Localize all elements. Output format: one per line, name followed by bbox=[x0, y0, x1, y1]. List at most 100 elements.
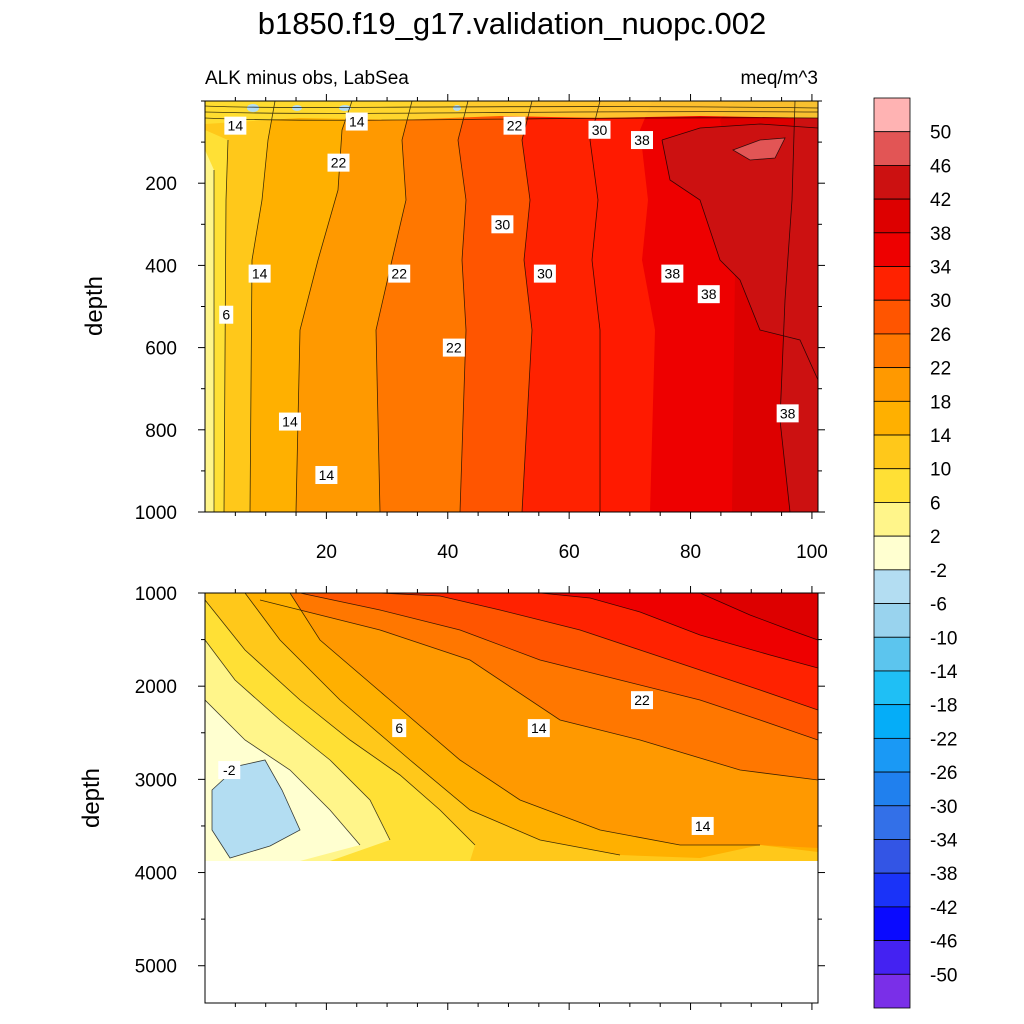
colorbar: 50 46 42 38 34 30 26 22 18 14 10 6 2 -2 -6 -10 -14 -18 -22… bbox=[873, 97, 958, 1009]
colorbar-label: 26 bbox=[930, 325, 951, 346]
colorbar-swatch bbox=[873, 165, 911, 200]
colorbar-swatch bbox=[873, 940, 911, 975]
contour-label-text: 22 bbox=[507, 118, 523, 134]
colorbar-swatch bbox=[873, 468, 911, 503]
lower-plot-frame bbox=[204, 592, 819, 1004]
colorbar-label: 42 bbox=[930, 190, 951, 211]
colorbar-swatch bbox=[873, 232, 911, 267]
x-tick-label: 100 bbox=[796, 542, 828, 563]
contour-label: 22 bbox=[327, 153, 350, 172]
colorbar-label: 6 bbox=[930, 493, 941, 514]
colorbar-swatch bbox=[873, 636, 911, 672]
contour-label: 38 bbox=[630, 131, 653, 150]
colorbar-label: -42 bbox=[930, 898, 957, 919]
contour-label-bg bbox=[345, 112, 368, 131]
contour-label: 6 bbox=[219, 305, 234, 324]
colorbar-swatch bbox=[873, 434, 911, 470]
colorbar-label: 34 bbox=[930, 258, 952, 279]
contour-label-text: 38 bbox=[634, 132, 650, 148]
contour-label-bg bbox=[661, 264, 684, 283]
contour-label: 14 bbox=[315, 466, 338, 485]
y-tick-label: 800 bbox=[145, 421, 177, 442]
colorbar-label: -38 bbox=[930, 864, 957, 885]
upper-axis-ticks: 20 40 60 80 100 200 400 600 800 1000 bbox=[135, 94, 828, 563]
contour-label: -2 bbox=[218, 761, 241, 780]
colorbar-swatch bbox=[873, 973, 911, 1009]
contour-label-text: 6 bbox=[395, 720, 403, 736]
contour-label-text: 6 bbox=[222, 307, 230, 323]
colorbar-swatch bbox=[873, 97, 911, 133]
contour-label-bg bbox=[442, 338, 465, 357]
contour-label: 30 bbox=[588, 120, 611, 139]
y-tick-label: 5000 bbox=[135, 957, 177, 978]
colorbar-swatch bbox=[873, 737, 911, 773]
colorbar-swatch bbox=[873, 603, 911, 638]
colorbar-label: -34 bbox=[930, 830, 958, 851]
contour-label-text: 38 bbox=[701, 286, 717, 302]
contour-label-text: -2 bbox=[223, 762, 236, 778]
contour-label: 38 bbox=[776, 404, 799, 423]
colorbar-label: 38 bbox=[930, 224, 951, 245]
contour-label-bg bbox=[776, 404, 799, 423]
contour-label-bg bbox=[630, 691, 653, 710]
subtitle-left: ALK minus obs, LabSea bbox=[205, 68, 409, 89]
contour-label-text: 22 bbox=[391, 266, 407, 282]
colorbar-swatch bbox=[873, 704, 911, 739]
contour-label: 30 bbox=[491, 215, 514, 234]
contour-label-text: 38 bbox=[665, 266, 681, 282]
contour-label: 14 bbox=[527, 719, 550, 738]
x-tick-label: 60 bbox=[559, 542, 580, 563]
contour-label-bg bbox=[533, 264, 556, 283]
colorbar-swatch bbox=[873, 131, 911, 166]
colorbar-label: -2 bbox=[930, 561, 947, 582]
colorbar-swatch bbox=[873, 266, 911, 301]
colorbar-swatch bbox=[873, 872, 911, 908]
colorbar-label: 14 bbox=[930, 426, 952, 447]
upper-panel: 14 14 22 30 38 22 30 14 22 30 38 38 6 22 14 38 14 20 40 60… bbox=[81, 94, 828, 563]
colorbar-label: 18 bbox=[930, 392, 951, 413]
contour-label-text: 14 bbox=[282, 414, 298, 430]
contour-label-text: 14 bbox=[349, 114, 365, 130]
y-tick-label: 2000 bbox=[135, 677, 177, 698]
contour-label-bg bbox=[491, 215, 514, 234]
colorbar-label: 22 bbox=[930, 359, 951, 380]
figure-title: b1850.f19_g17.validation_nuopc.002 bbox=[258, 6, 767, 41]
colorbar-swatch bbox=[873, 839, 911, 874]
lower-y-axis-label: depth bbox=[78, 768, 105, 828]
contour-label-text: 14 bbox=[695, 818, 711, 834]
contour-label-bg bbox=[630, 131, 653, 150]
contour-label-text: 14 bbox=[228, 118, 244, 134]
contour-label: 14 bbox=[278, 412, 301, 431]
contour-label-text: 30 bbox=[495, 216, 511, 232]
contour-label-text: 38 bbox=[780, 405, 796, 421]
y-tick-label: 4000 bbox=[135, 864, 177, 885]
colorbar-swatch bbox=[873, 333, 911, 369]
colorbar-swatch bbox=[873, 198, 911, 234]
y-tick-label: 3000 bbox=[135, 770, 177, 791]
colorbar-swatch bbox=[873, 805, 911, 840]
colorbar-label: -46 bbox=[930, 932, 957, 953]
y-tick-label: 600 bbox=[145, 339, 177, 360]
contour-label-text: 22 bbox=[446, 340, 462, 356]
contour-label: 38 bbox=[661, 264, 684, 283]
y-tick-label: 200 bbox=[145, 174, 177, 195]
colorbar-label: 2 bbox=[930, 527, 941, 548]
contour-label: 22 bbox=[503, 116, 526, 135]
contour-label-bg bbox=[388, 264, 411, 283]
lower-contour-labels: 22 6 14 -2 14 bbox=[218, 691, 714, 835]
contour-label-text: 22 bbox=[634, 692, 650, 708]
upper-contour-labels: 14 14 22 30 38 22 30 14 22 30 38 38 6 22 14 38 14 bbox=[219, 112, 799, 485]
contour-label-text: 14 bbox=[531, 720, 547, 736]
colorbar-swatch bbox=[873, 400, 911, 436]
colorbar-swatch bbox=[873, 502, 911, 537]
contour-label-text: 30 bbox=[537, 266, 553, 282]
contour-label: 38 bbox=[697, 285, 720, 304]
contour-label: 22 bbox=[630, 691, 653, 710]
contour-label-text: 22 bbox=[331, 155, 347, 171]
x-tick-label: 80 bbox=[680, 542, 701, 563]
contour-label: 14 bbox=[691, 816, 714, 835]
colorbar-label: -18 bbox=[930, 696, 957, 717]
contour-label-bg bbox=[327, 153, 350, 172]
y-tick-label: 1000 bbox=[135, 584, 177, 605]
colorbar-label: 46 bbox=[930, 156, 951, 177]
